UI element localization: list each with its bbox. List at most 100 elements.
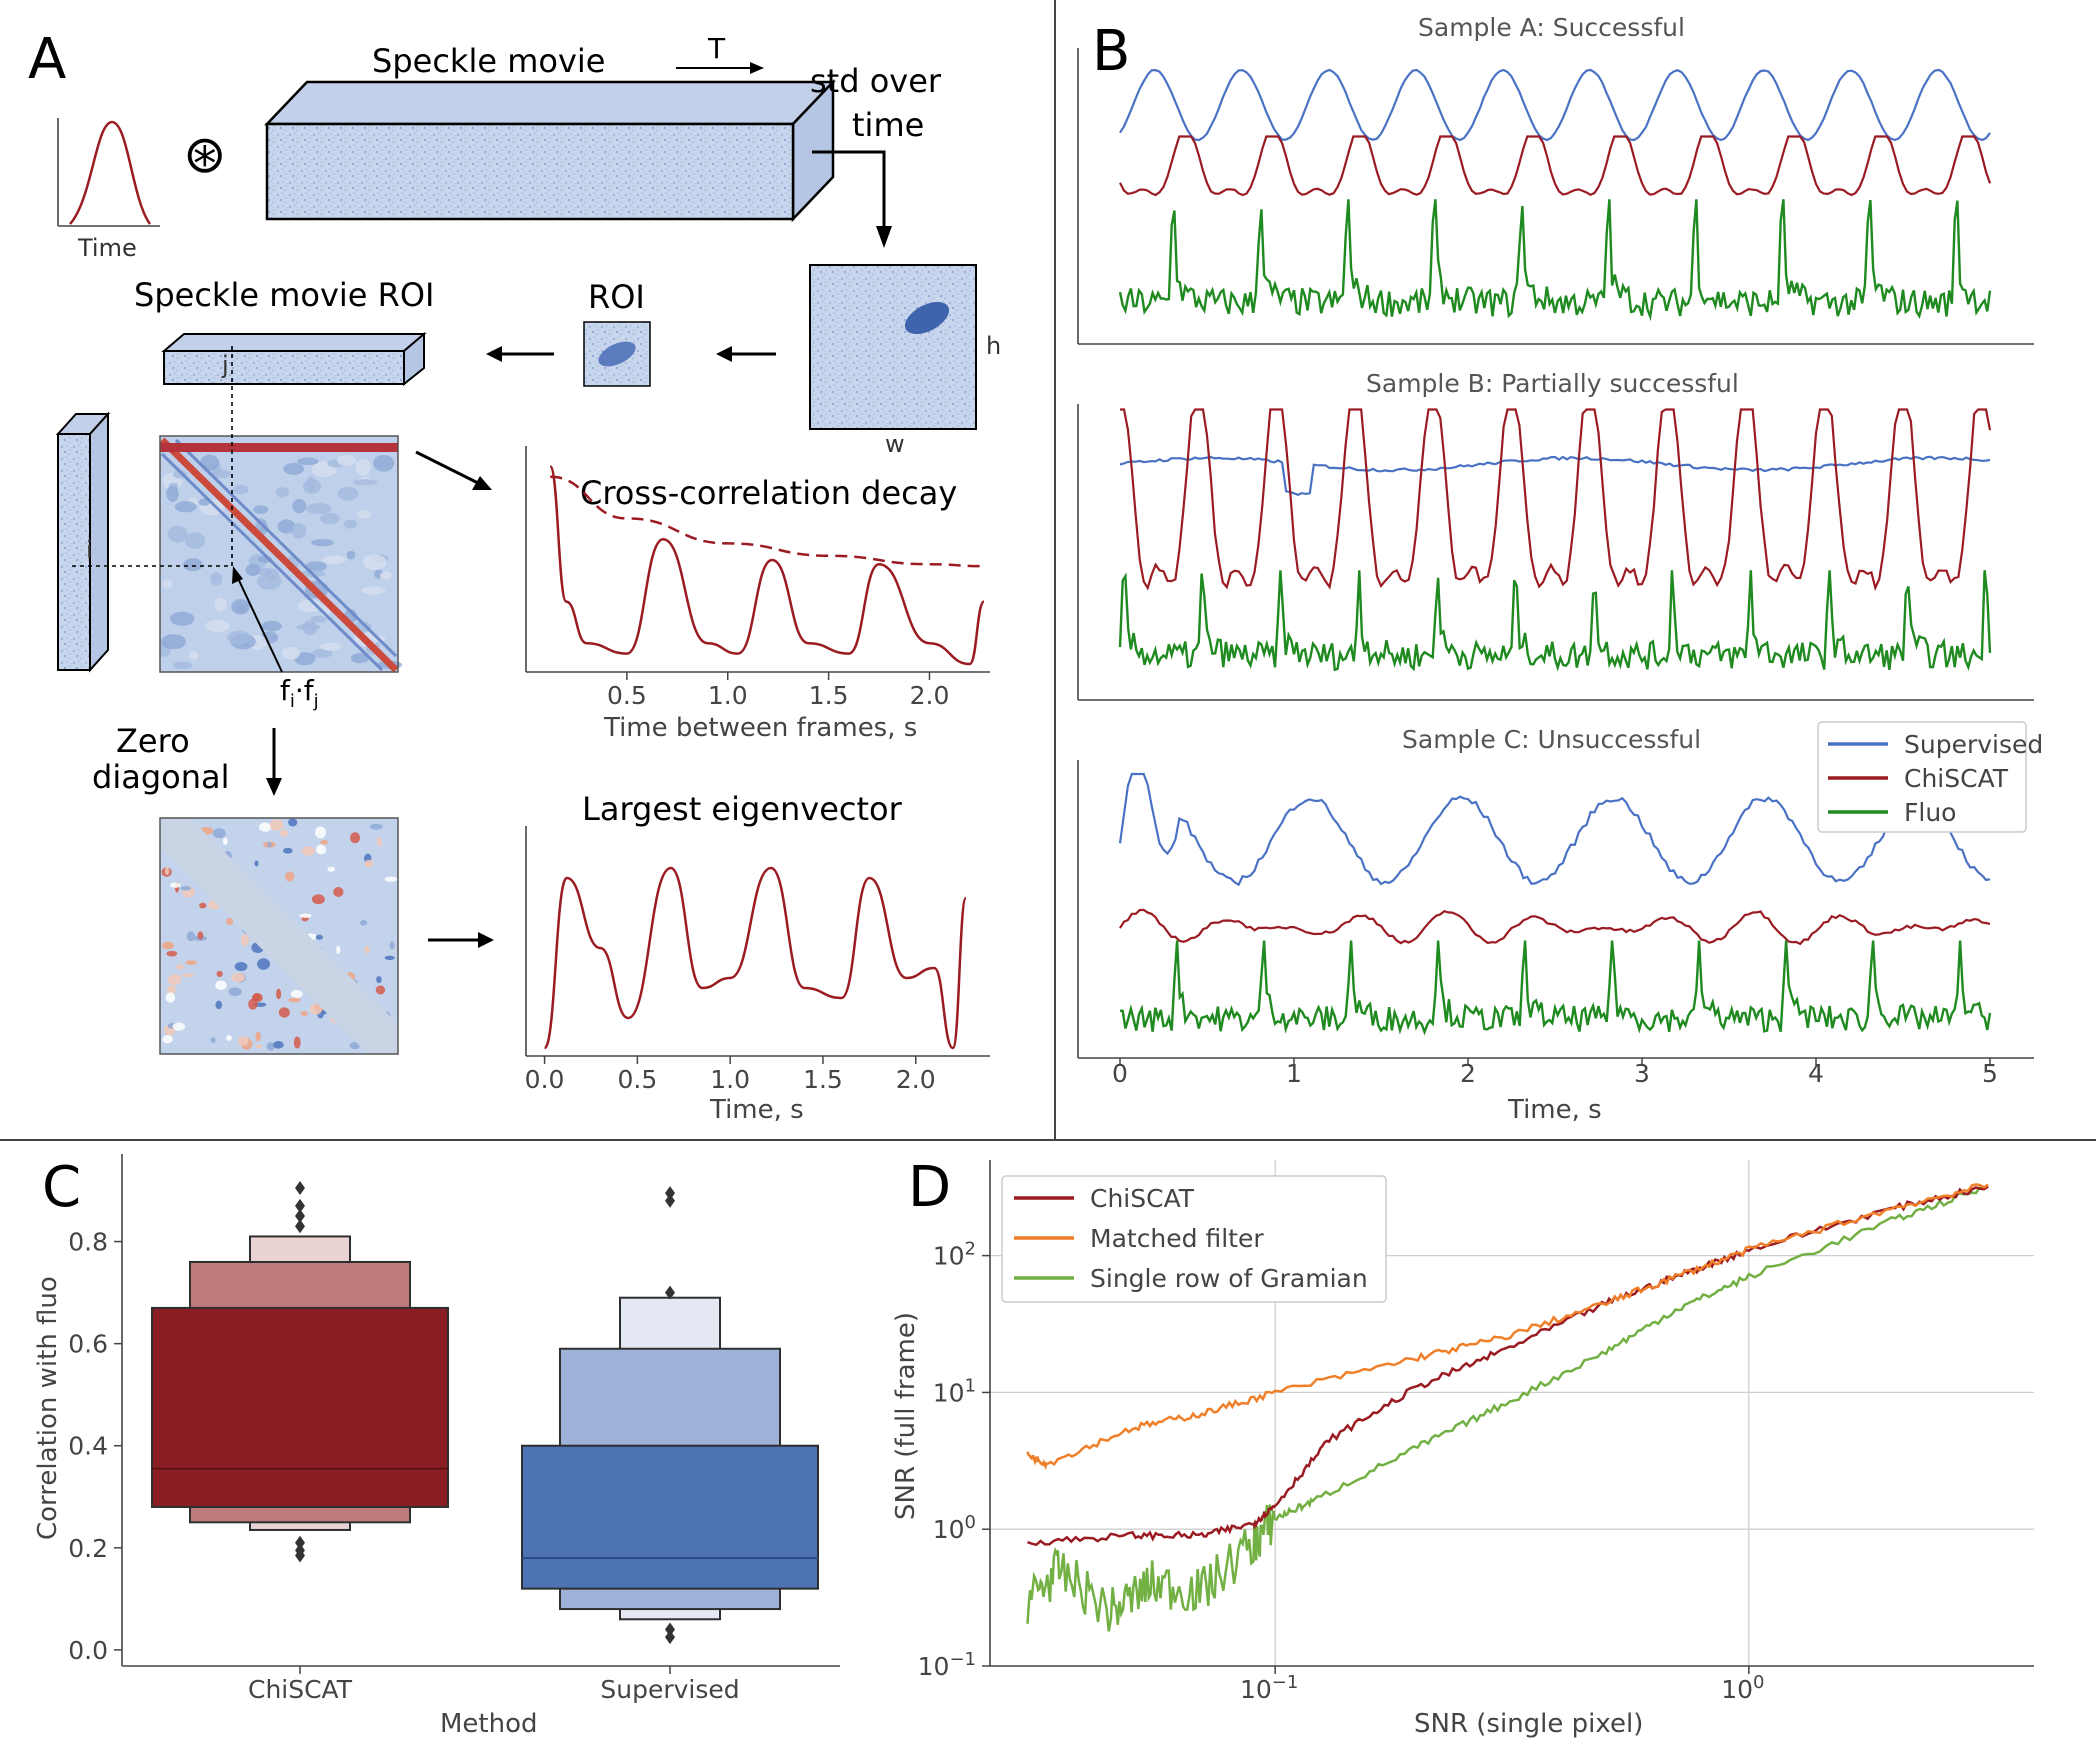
eig-plot: Largest eigenvector 0.0 0.5 1.0 1.5 2.0 Time… xyxy=(525,790,990,1125)
b-trace-chiscat xyxy=(1119,135,1992,197)
zd-matrix-blob xyxy=(226,917,234,926)
zd-matrix-blob xyxy=(336,945,341,955)
c-ytick-label: 0.4 xyxy=(68,1432,108,1461)
speckle-movie-top xyxy=(264,80,836,126)
zd-matrix-blob xyxy=(240,934,249,946)
c-outlier xyxy=(295,1535,305,1550)
matrix-blob xyxy=(160,634,187,650)
zd-matrix-blob xyxy=(279,829,289,837)
matrix-blob xyxy=(322,555,346,565)
matrix-blob xyxy=(292,499,307,514)
sample-b-title: Sample B: Partially successful xyxy=(1366,369,1739,398)
c-outlier xyxy=(665,1630,675,1645)
matrix-blob xyxy=(310,615,327,623)
d-ytick-label: 102 xyxy=(933,1239,976,1271)
matrix-blob xyxy=(319,512,340,525)
d-line-1 xyxy=(1026,1183,1989,1470)
zd-matrix-blob xyxy=(226,1034,232,1041)
b-trace-supervised xyxy=(1119,68,1991,142)
eig-tick-label: 0.0 xyxy=(525,1065,565,1094)
d-ytick-label: 101 xyxy=(933,1375,976,1407)
zd-matrix-blob xyxy=(389,941,395,950)
zd-matrix-blob xyxy=(376,976,382,984)
roi-bar-front xyxy=(163,350,405,385)
zero-diag-arrowhead xyxy=(266,778,282,796)
matrix-blob xyxy=(346,550,356,560)
d-xtick-label: 100 xyxy=(1721,1672,1764,1704)
d-legend: ChiSCAT Matched filter Single row of Gra… xyxy=(1001,1175,1387,1303)
panel-a: A Time ⊛ Speckle movie T std over time h xyxy=(28,27,1001,1125)
zd-diagonal-band xyxy=(160,818,398,1054)
zd-matrix-blob xyxy=(276,988,282,1000)
b-trace-chiscat xyxy=(1119,908,1991,946)
roi-label: ROI xyxy=(588,278,645,316)
b-legend-fluo: Fluo xyxy=(1904,798,1956,827)
arrow-to-eig-head xyxy=(478,932,494,948)
vbar-front xyxy=(57,433,91,671)
matrix-blob xyxy=(337,486,359,501)
eig-tick-label: 2.0 xyxy=(896,1065,936,1094)
c-outlier xyxy=(295,1198,305,1213)
sample-a-title: Sample A: Successful xyxy=(1418,13,1685,42)
b-tick-label: 4 xyxy=(1808,1059,1824,1088)
matrix-blob xyxy=(379,571,392,580)
std-arrowhead xyxy=(876,226,892,248)
zd-matrix-blob xyxy=(216,970,223,978)
matrix-blob xyxy=(173,661,193,670)
c-outlier xyxy=(665,1285,675,1300)
matrix-blob xyxy=(320,642,342,651)
matrix-blob xyxy=(167,525,188,543)
xcorr-tick-label: 2.0 xyxy=(910,681,950,710)
matrix-blob xyxy=(305,503,332,515)
c-ytick-label: 0.8 xyxy=(68,1228,108,1257)
matrix-blob xyxy=(205,619,230,633)
zd-matrix-blob xyxy=(167,974,182,986)
c-outlier xyxy=(295,1209,305,1224)
matrix-blob xyxy=(210,572,223,586)
matrix-blob xyxy=(214,597,228,611)
matrix-diagonal xyxy=(159,437,399,673)
c-outlier xyxy=(295,1548,305,1563)
zd-matrix-blob xyxy=(288,818,298,827)
zd-matrix-blob xyxy=(282,847,293,854)
matrix-blob xyxy=(277,519,296,534)
zd-matrix-blob xyxy=(210,1037,216,1044)
matrix-blob xyxy=(361,586,386,595)
sample-c-title: Sample C: Unsuccessful xyxy=(1402,725,1701,754)
b-trace-supervised xyxy=(1119,455,1991,496)
zd-matrix-blob xyxy=(300,1011,309,1017)
roi-blob xyxy=(598,341,636,367)
matrix-blob xyxy=(306,476,315,493)
matrix-blob xyxy=(350,653,370,664)
c-xtick-label: Supervised xyxy=(600,1675,739,1704)
zd-matrix-blob xyxy=(212,828,226,839)
c-xtick-label: ChiSCAT xyxy=(248,1675,353,1704)
zd-matrix-blob xyxy=(197,931,204,940)
b-tick-label: 0 xyxy=(1112,1059,1128,1088)
xcorr-tick-label: 0.5 xyxy=(607,681,647,710)
matrix-blob xyxy=(297,599,322,613)
zd-matrix-blob xyxy=(376,836,382,847)
matrix-blob xyxy=(362,554,387,570)
c-ticks: 0.0 0.2 0.4 0.6 0.8 ChiSCAT Supervised xyxy=(68,1228,739,1704)
d-line-0 xyxy=(1027,1185,1989,1547)
zd-matrix-blob xyxy=(273,1040,284,1049)
panel-d-letter: D xyxy=(908,1155,951,1220)
arrow-to-xcorr-head xyxy=(472,476,492,490)
matrix-blob xyxy=(294,652,316,666)
matrix-blob xyxy=(253,505,269,515)
zero-label: Zero xyxy=(116,722,190,760)
b-trace-chiscat xyxy=(1120,408,1992,592)
b-trace-supervised xyxy=(1118,772,1991,887)
correlation-matrix xyxy=(159,435,402,673)
zd-matrix-blob xyxy=(172,1022,186,1031)
zd-matrix-blob xyxy=(215,980,227,990)
zd-matrix-blob xyxy=(309,1003,323,1015)
roi-movie-title: Speckle movie ROI xyxy=(134,276,434,314)
fifj-pointer xyxy=(235,573,283,673)
zd-matrix-blob xyxy=(359,920,368,926)
zd-matrix-blob xyxy=(234,961,248,972)
zd-matrix-frame xyxy=(159,817,399,1055)
matrix-blob xyxy=(166,485,179,503)
